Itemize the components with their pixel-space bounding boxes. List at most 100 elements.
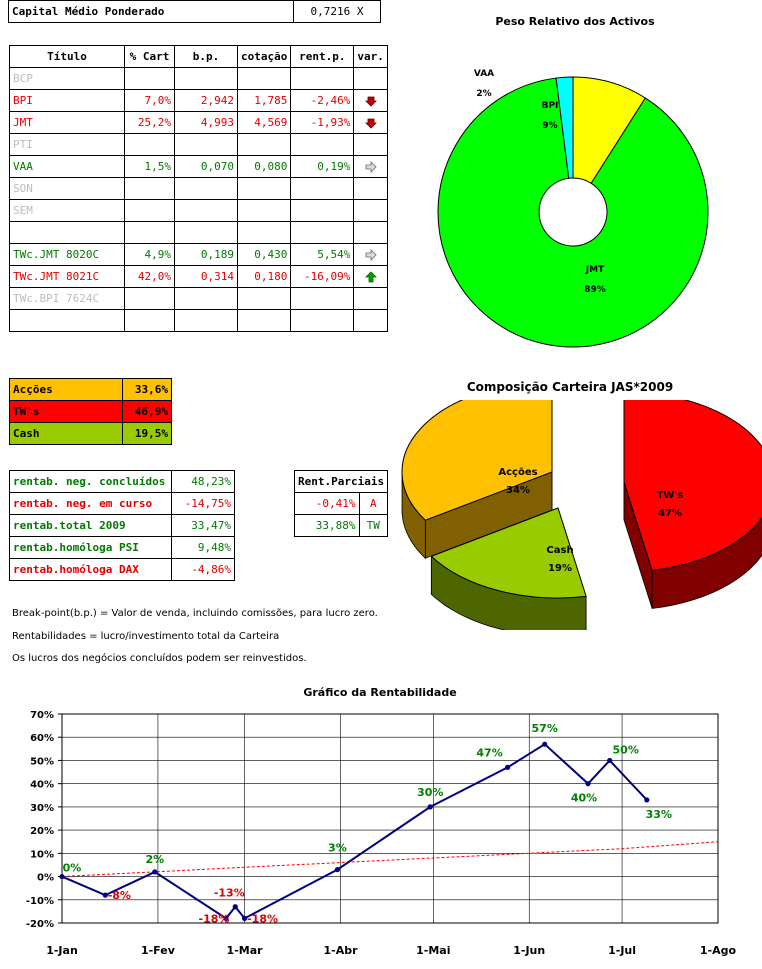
cell-var (353, 221, 388, 244)
cell-cotacao: 0,080 (236, 155, 292, 178)
data-point (241, 915, 248, 921)
data-label: 33% (646, 808, 672, 821)
partials-tag: TW (358, 514, 389, 537)
partials-value: -0,41% (294, 492, 360, 515)
table-row: TWc.JMT 8021C 42,0% 0,314 0,180 -16,09% (9, 265, 388, 288)
cell-rent (290, 133, 355, 156)
returns-row: rentab.total 2009 33,47% (9, 514, 235, 537)
cell-bp (174, 287, 238, 310)
table-row (9, 221, 388, 244)
cell-cart (124, 309, 175, 332)
partials-table: Rent.Parciais -0,41% A 33,88% TW (293, 470, 389, 537)
cell-titulo: TWc.JMT 8020C (9, 243, 125, 266)
returns-value: 9,48% (171, 536, 235, 559)
pie3d-slice-value: 47% (658, 508, 682, 519)
table-row (9, 309, 388, 332)
returns-table: rentab. neg. concluídos 48,23% rentab. neg… (9, 470, 235, 581)
returns-row: rentab. neg. concluídos 48,23% (9, 470, 235, 493)
doughnut-slice (555, 76, 574, 179)
pie3d-slice-value: 34% (506, 485, 530, 496)
col-rent: rent.p. (290, 45, 355, 68)
col-titulo: Título (9, 45, 125, 68)
table-row: TWc.BPI 7624C (9, 287, 388, 310)
x-tick-label: 1-Mai (416, 944, 450, 957)
arrow-down-icon (364, 96, 377, 107)
data-label: 50% (613, 743, 639, 756)
returns-body: rentab. neg. concluídos 48,23% rentab. neg… (9, 470, 235, 581)
capital-box: Capital Médio Ponderado 0,7216 X (8, 0, 381, 23)
data-label: 2% (145, 853, 164, 866)
col-cart: % Cart (124, 45, 175, 68)
cell-bp: 0,314 (174, 265, 238, 288)
composition-body: Acções 33,6% TW's 46,9% Cash 19,5% (9, 378, 172, 445)
cell-titulo: VAA (9, 155, 125, 178)
doughnut-slice-label: VAA (474, 69, 494, 79)
capital-label: Capital Médio Ponderado (8, 0, 294, 23)
data-point (232, 904, 238, 910)
line-chart-title: Gráfico da Rentabilidade (303, 686, 457, 699)
plot-area (61, 713, 719, 924)
portfolio-body: BCP BPI 7,0% 2,942 1,785 -2,46% JMT 25,2% 4,993 4… (9, 67, 388, 332)
data-label: -8% (108, 889, 131, 902)
cell-bp (174, 309, 238, 332)
composition-row: Cash 19,5% (9, 422, 172, 445)
cell-cart (124, 133, 175, 156)
partials-tag: A (358, 492, 389, 515)
partials-body: -0,41% A 33,88% TW (294, 492, 389, 537)
data-point (585, 781, 591, 787)
pie3d-slice-label: Acções (498, 467, 537, 478)
pie3d-slice (430, 507, 587, 599)
cell-var (353, 133, 388, 156)
data-point (334, 866, 340, 873)
y-tick-label: 50% (30, 756, 54, 767)
data-label: 57% (532, 722, 558, 735)
partials-header: Rent.Parciais (293, 470, 389, 493)
doughnut-title: Peso Relativo dos Activos (495, 15, 655, 28)
col-bp: b.p. (174, 45, 238, 68)
cell-rent: -2,46% (290, 89, 355, 112)
col-cotacao: cotação (236, 45, 292, 68)
data-point (504, 764, 511, 771)
cell-cart: 4,9% (124, 243, 175, 266)
cell-rent (290, 199, 355, 222)
cell-bp (174, 177, 238, 200)
x-tick-label: 1-Jul (608, 944, 636, 957)
cell-cart: 1,5% (124, 155, 175, 178)
cell-cart (124, 221, 175, 244)
cell-titulo: SON (9, 177, 125, 200)
cell-cotacao: 0,430 (236, 243, 292, 266)
cell-cart: 42,0% (124, 265, 175, 288)
cell-cotacao (236, 133, 292, 156)
cell-rent (290, 221, 355, 244)
cell-cotacao (236, 309, 292, 332)
cell-var (353, 177, 388, 200)
returns-value: -4,86% (171, 558, 235, 581)
returns-label: rentab.homóloga PSI (9, 536, 172, 559)
composition-row: Acções 33,6% (9, 378, 172, 401)
pie3d-slice-label: Cash (546, 545, 573, 556)
note-rentabilidades: Rentabilidades = lucro/investimento tota… (12, 631, 280, 642)
cell-cotacao (236, 67, 292, 90)
cell-titulo: JMT (9, 111, 125, 134)
cell-cotacao: 4,569 (236, 111, 292, 134)
cell-cotacao: 0,180 (236, 265, 292, 288)
cell-titulo: PTI (9, 133, 125, 156)
partials-row: -0,41% A (294, 492, 389, 515)
x-tick-label: 1-Mar (227, 944, 264, 957)
data-label: 40% (571, 792, 597, 805)
cell-var (353, 309, 388, 332)
y-tick-label: -10% (26, 896, 54, 907)
doughnut-slice-value: 9% (542, 121, 557, 131)
col-var: var. (353, 45, 388, 68)
x-tick-label: 1-Ago (700, 944, 737, 957)
returns-value: -14,75% (171, 492, 235, 515)
x-tick-label: 1-Fev (141, 944, 176, 957)
table-row: JMT 25,2% 4,993 4,569 -1,93% (9, 111, 388, 134)
cell-var (353, 265, 388, 288)
data-label: -13% (214, 887, 245, 900)
cell-rent: -1,93% (290, 111, 355, 134)
returns-value: 48,23% (171, 470, 235, 493)
cell-cotacao (236, 199, 292, 222)
arrow-right-icon (365, 249, 377, 261)
returns-label: rentab.homóloga DAX (9, 558, 172, 581)
